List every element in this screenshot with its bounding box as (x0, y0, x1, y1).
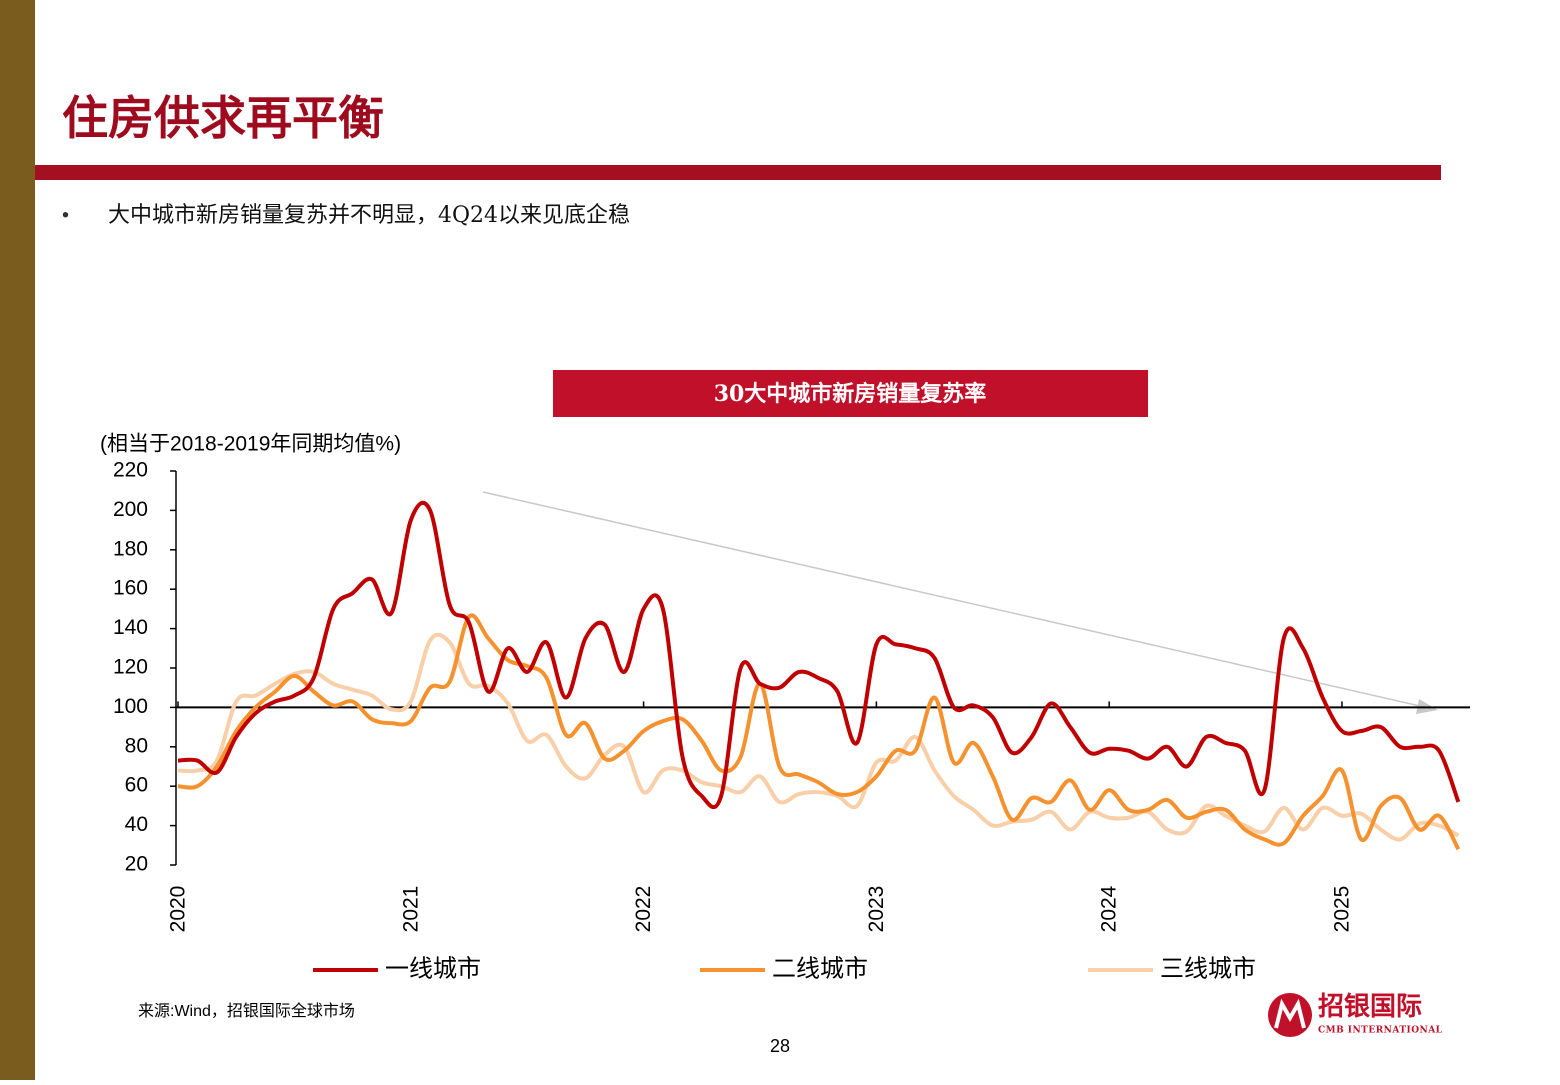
chart-title-box (553, 370, 1148, 417)
x-tick-label: 2022 (632, 886, 655, 933)
title-rule (35, 165, 1441, 180)
y-tick-label: 220 (113, 459, 148, 482)
logo-name: 招银国际 (1318, 992, 1422, 1022)
logo-glyph (1274, 998, 1306, 1029)
y-tick-label: 120 (113, 656, 148, 679)
x-tick-label: 2024 (1098, 885, 1121, 932)
y-tick-label: 160 (113, 577, 148, 600)
y-tick-label: 40 (125, 813, 148, 836)
page-number: 28 (770, 1036, 790, 1056)
side-bar (0, 0, 35, 1080)
logo-subtitle: CMB INTERNATIONAL (1318, 1026, 1443, 1036)
series-line (177, 632, 1460, 842)
legend-label: 三线城市 (1160, 955, 1256, 983)
y-tick-label: 100 (113, 695, 148, 718)
source: 来源:Wind，招银国际全球市场 (138, 1002, 355, 1020)
x-tick-label: 2020 (167, 886, 190, 933)
bullet-dot: • (62, 204, 69, 226)
x-tick-label: 2021 (399, 886, 422, 933)
series-line (177, 500, 1461, 810)
chart-title: 30大中城市新房销量复苏率 (714, 381, 987, 407)
y-tick-label: 200 (113, 498, 148, 521)
y-axis-label: (相当于2018-2019年同期均值%) (100, 433, 401, 456)
y-tick-label: 180 (113, 537, 148, 560)
x-tick-label: 2025 (1331, 886, 1354, 933)
y-tick-label: 60 (125, 774, 148, 797)
bullet-text: 大中城市新房销量复苏并不明显，4Q24以来见底企稳 (108, 203, 630, 228)
legend-label: 二线城市 (772, 955, 868, 983)
y-tick-label: 20 (125, 853, 148, 876)
series-line (177, 613, 1461, 851)
x-tick-label: 2023 (865, 886, 888, 933)
slide-title: 住房供求再平衡 (62, 91, 384, 145)
legend-label: 一线城市 (385, 955, 481, 983)
y-tick-label: 80 (125, 734, 148, 757)
y-tick-label: 140 (113, 616, 148, 639)
trend-arrow (482, 491, 1421, 707)
plot: 20 40 60 80 100 120 140 160 180 200 220 2020 2021 202… (113, 459, 1470, 983)
